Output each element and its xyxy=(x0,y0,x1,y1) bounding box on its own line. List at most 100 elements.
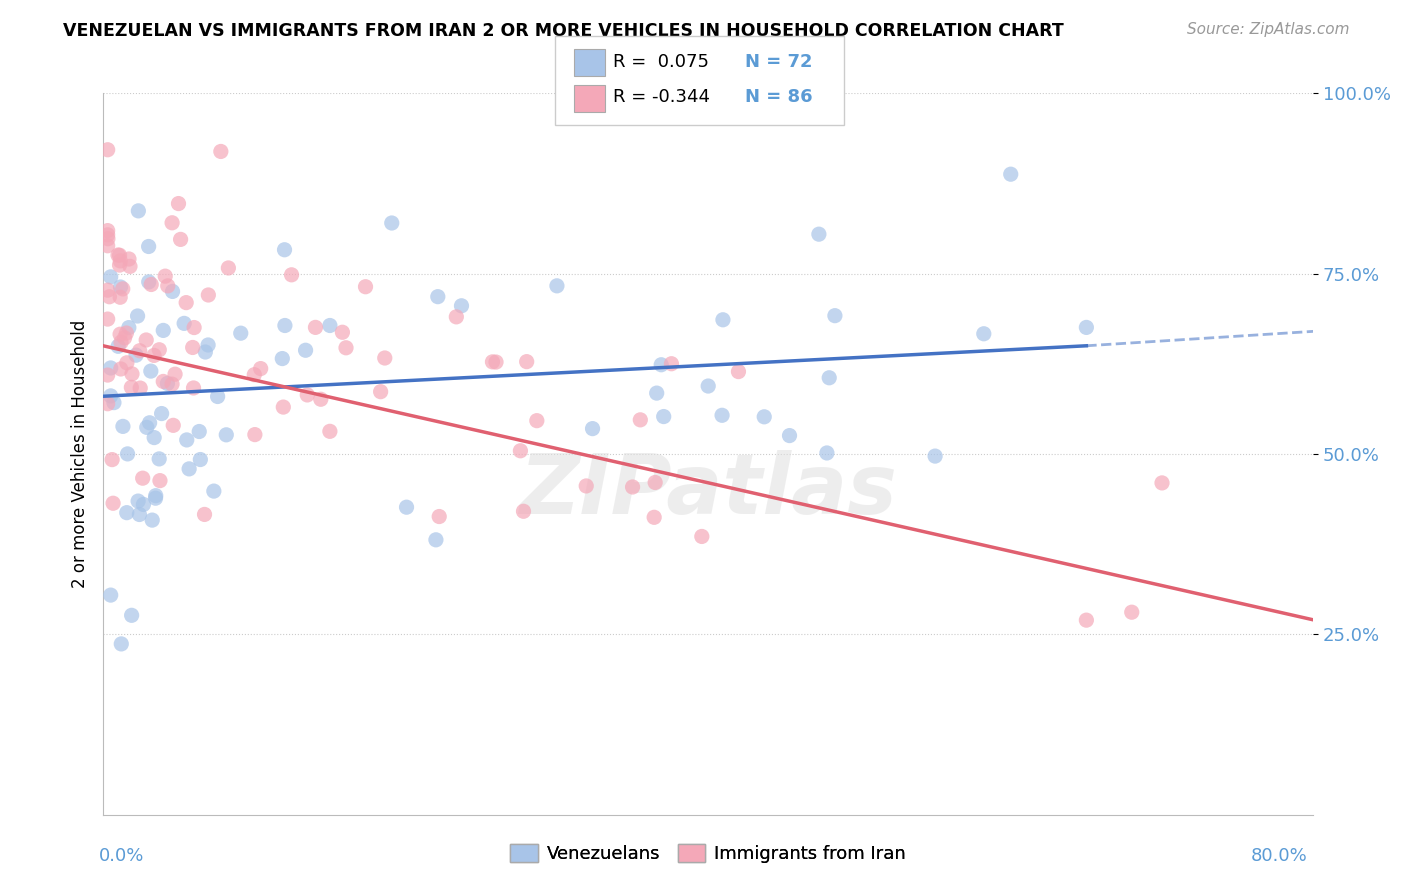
Point xyxy=(97,143,120,157)
Point xyxy=(97,239,120,253)
Point xyxy=(643,510,665,524)
Point xyxy=(131,471,153,485)
Point xyxy=(450,299,472,313)
Point xyxy=(650,358,672,372)
Point xyxy=(711,312,734,326)
Point xyxy=(100,588,122,602)
Point xyxy=(108,327,131,342)
Point xyxy=(101,496,124,510)
Point xyxy=(1150,475,1173,490)
Text: R = -0.344: R = -0.344 xyxy=(613,88,710,106)
Point xyxy=(97,232,120,246)
Point xyxy=(121,608,143,623)
Point xyxy=(108,290,131,304)
Point xyxy=(108,258,131,272)
Point xyxy=(512,504,534,518)
Point xyxy=(101,452,124,467)
Point xyxy=(139,364,162,378)
Text: N = 86: N = 86 xyxy=(745,88,813,106)
Point xyxy=(628,413,651,427)
Point xyxy=(179,462,201,476)
Point xyxy=(425,533,447,547)
Point xyxy=(426,290,449,304)
Point xyxy=(110,253,132,268)
Point xyxy=(249,361,271,376)
Point xyxy=(309,392,332,407)
Point xyxy=(197,288,219,302)
Point xyxy=(128,508,150,522)
Point xyxy=(481,355,503,369)
Point xyxy=(127,203,149,218)
Point xyxy=(509,443,531,458)
Point xyxy=(546,278,568,293)
Point xyxy=(370,384,392,399)
Point xyxy=(215,427,238,442)
Point xyxy=(143,348,166,362)
Point xyxy=(924,449,946,463)
Point xyxy=(526,414,548,428)
Point xyxy=(297,388,319,402)
Point xyxy=(97,224,120,238)
Point xyxy=(111,282,134,296)
Point xyxy=(115,356,138,370)
Point xyxy=(165,367,187,381)
Point xyxy=(97,227,120,242)
Point xyxy=(135,420,157,434)
Text: 0.0%: 0.0% xyxy=(98,847,143,864)
Point xyxy=(118,252,141,266)
Point xyxy=(148,451,170,466)
Point xyxy=(98,290,121,304)
Point xyxy=(581,422,603,436)
Point xyxy=(141,513,163,527)
Point xyxy=(173,317,195,331)
Point xyxy=(97,312,120,326)
Point xyxy=(167,196,190,211)
Point xyxy=(815,446,838,460)
Point xyxy=(188,452,211,467)
Point xyxy=(174,295,197,310)
Text: 80.0%: 80.0% xyxy=(1251,847,1308,864)
Point xyxy=(107,339,129,353)
Point xyxy=(117,447,139,461)
Point xyxy=(97,283,120,297)
Point xyxy=(138,275,160,289)
Point xyxy=(319,425,342,439)
Point xyxy=(138,239,160,253)
Point xyxy=(427,509,450,524)
Point xyxy=(143,431,166,445)
Point xyxy=(148,343,170,357)
Point xyxy=(183,381,205,395)
Point xyxy=(824,309,846,323)
Point xyxy=(335,341,357,355)
Point xyxy=(100,269,122,284)
Point xyxy=(150,407,173,421)
Point xyxy=(188,425,211,439)
Point xyxy=(107,248,129,262)
Point xyxy=(271,351,294,366)
Point xyxy=(120,380,142,394)
Point xyxy=(100,389,122,403)
Point xyxy=(207,390,229,404)
Text: R =  0.075: R = 0.075 xyxy=(613,53,709,70)
Point xyxy=(110,637,132,651)
Point xyxy=(118,260,141,274)
Point xyxy=(160,216,183,230)
Point xyxy=(149,474,172,488)
Point xyxy=(121,367,143,381)
Point xyxy=(118,320,141,334)
Point xyxy=(271,400,294,414)
Point xyxy=(652,409,675,424)
Point xyxy=(152,323,174,337)
Point xyxy=(127,309,149,323)
Point xyxy=(132,498,155,512)
Point xyxy=(135,333,157,347)
Point xyxy=(304,320,326,334)
Point xyxy=(194,345,217,359)
Text: Source: ZipAtlas.com: Source: ZipAtlas.com xyxy=(1187,22,1350,37)
Point xyxy=(332,325,354,339)
Point xyxy=(156,376,179,391)
Point xyxy=(354,279,377,293)
Point xyxy=(127,494,149,508)
Point xyxy=(125,348,148,362)
Point xyxy=(1076,320,1098,334)
